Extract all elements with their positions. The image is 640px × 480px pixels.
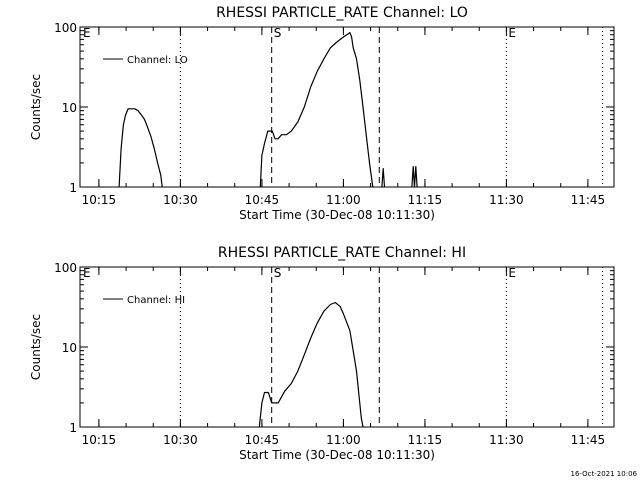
x-tick-label: 10:30 bbox=[163, 193, 198, 207]
y-tick-label: 100 bbox=[54, 21, 77, 35]
x-tick-label: 11:15 bbox=[408, 193, 443, 207]
series-line-lo-segment-4 bbox=[411, 166, 418, 188]
x-tick-label: 11:00 bbox=[326, 193, 361, 207]
y-tick-label: 100 bbox=[54, 261, 77, 275]
y-tick-label: 1 bbox=[69, 181, 77, 195]
x-tick-label: 11:45 bbox=[571, 193, 606, 207]
y-tick-label: 10 bbox=[62, 341, 77, 355]
event-label: E bbox=[83, 26, 91, 40]
x-tick-label: 11:30 bbox=[489, 433, 524, 447]
event-label: E bbox=[83, 266, 91, 280]
series-line-lo-segment-1 bbox=[118, 108, 163, 188]
x-tick-label: 11:00 bbox=[326, 433, 361, 447]
x-tick-label: 10:45 bbox=[245, 433, 280, 447]
x-tick-label: 11:30 bbox=[489, 193, 524, 207]
marker-label: S bbox=[274, 26, 282, 40]
series-line-hi-segment-1 bbox=[258, 301, 364, 428]
x-tick-label: 11:45 bbox=[571, 433, 606, 447]
x-tick-label: 10:30 bbox=[163, 433, 198, 447]
y-axis-label: Counts/sec bbox=[29, 74, 43, 140]
y-axis-label: Counts/sec bbox=[29, 314, 43, 380]
legend-label: Channel: HI bbox=[127, 295, 185, 306]
footer-timestamp: 16-Oct-2021 10:06 bbox=[571, 470, 638, 478]
chart-title: RHESSI PARTICLE_RATE Channel: HI bbox=[218, 245, 466, 261]
y-tick-label: 10 bbox=[62, 101, 77, 115]
x-axis-label: Start Time (30-Dec-08 10:11:30) bbox=[239, 208, 435, 222]
series-line-lo-segment-2 bbox=[259, 32, 374, 188]
x-tick-label: 11:15 bbox=[408, 433, 443, 447]
panel-hi: RHESSI PARTICLE_RATE Channel: HI S E E 10:15… bbox=[29, 245, 615, 462]
x-tick-label: 10:15 bbox=[82, 193, 117, 207]
event-label: E bbox=[508, 26, 516, 40]
legend-label: Channel: LO bbox=[127, 55, 188, 66]
panel-lo: RHESSI PARTICLE_RATE Channel: LO S E E 10:15… bbox=[29, 5, 615, 222]
series-line-lo-segment-3 bbox=[381, 168, 386, 188]
marker-label: S bbox=[274, 266, 282, 280]
chart-title: RHESSI PARTICLE_RATE Channel: LO bbox=[216, 5, 468, 21]
x-tick-label: 10:15 bbox=[82, 433, 117, 447]
x-tick-label: 10:45 bbox=[245, 193, 280, 207]
event-label: E bbox=[508, 266, 516, 280]
x-axis-label: Start Time (30-Dec-08 10:11:30) bbox=[239, 448, 435, 462]
y-tick-label: 1 bbox=[69, 421, 77, 435]
